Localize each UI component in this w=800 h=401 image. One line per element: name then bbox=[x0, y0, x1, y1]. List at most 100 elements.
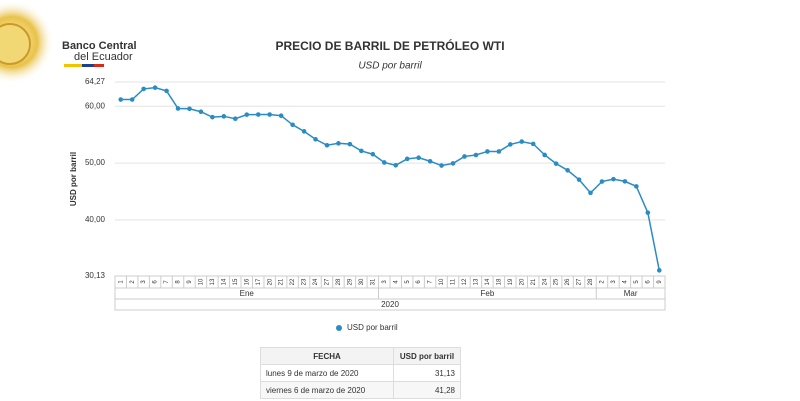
x-tick-label: 28 bbox=[336, 278, 342, 285]
year-label: 2020 bbox=[381, 300, 399, 309]
logo bbox=[0, 0, 104, 84]
x-tick-label: 18 bbox=[496, 278, 502, 285]
y-tick-label: 40,00 bbox=[85, 215, 106, 224]
x-tick-label: 26 bbox=[565, 278, 571, 285]
brand: Banco Central bbox=[62, 40, 137, 52]
data-point bbox=[450, 161, 456, 166]
data-point bbox=[301, 129, 307, 134]
legend-label: USD por barril bbox=[347, 323, 398, 332]
data-point bbox=[255, 112, 261, 117]
data-point bbox=[152, 85, 158, 90]
x-tick-label: 7 bbox=[164, 280, 170, 284]
data-point bbox=[129, 97, 135, 102]
x-tick-label: 10 bbox=[439, 278, 445, 285]
x-tick-label: 19 bbox=[508, 278, 514, 285]
data-point bbox=[370, 151, 376, 157]
x-tick-label: 8 bbox=[176, 280, 182, 284]
data-point bbox=[473, 152, 479, 158]
data-point bbox=[508, 142, 513, 147]
x-tick-label: 17 bbox=[256, 278, 262, 285]
x-tick-label: 2 bbox=[130, 280, 136, 284]
x-tick-label: 12 bbox=[462, 278, 468, 285]
data-point bbox=[634, 184, 639, 189]
x-tick-label: 22 bbox=[290, 278, 296, 285]
data-point bbox=[244, 112, 250, 117]
data-point bbox=[656, 268, 662, 273]
data-point bbox=[141, 86, 146, 92]
data-point bbox=[427, 158, 433, 164]
data-point bbox=[187, 106, 192, 112]
data-point bbox=[313, 136, 318, 142]
table-cell: lunes 9 de marzo de 2020 bbox=[260, 364, 394, 382]
data-point bbox=[462, 154, 467, 159]
data-point bbox=[576, 177, 582, 182]
data-point bbox=[519, 139, 525, 144]
data-point bbox=[611, 176, 616, 182]
data-point bbox=[588, 190, 593, 196]
y-tick-label: 64,27 bbox=[85, 77, 106, 86]
legend-marker bbox=[336, 325, 342, 331]
data-point bbox=[210, 114, 215, 120]
x-tick-label: 13 bbox=[210, 278, 216, 285]
x-tick-label: 3 bbox=[382, 280, 388, 284]
data-point bbox=[485, 149, 490, 154]
x-tick-label: 6 bbox=[153, 280, 159, 284]
data-point bbox=[198, 109, 204, 115]
y-tick-label: 30,13 bbox=[85, 271, 106, 280]
data-point bbox=[542, 152, 547, 158]
table-header: FECHA bbox=[260, 347, 394, 365]
data-point bbox=[336, 141, 341, 146]
chart-subtitle: USD por barril bbox=[358, 61, 422, 72]
data-point bbox=[359, 148, 364, 154]
data-point bbox=[324, 142, 330, 148]
x-tick-label: 14 bbox=[485, 278, 491, 285]
x-tick-label: 27 bbox=[325, 278, 331, 285]
x-tick-label: 20 bbox=[519, 278, 525, 285]
chart: Banco Central del Ecuador PRECIO DE BARR… bbox=[0, 0, 666, 332]
data-point bbox=[439, 163, 444, 168]
data-point bbox=[221, 114, 227, 119]
table-cell: 31,13 bbox=[393, 364, 461, 382]
data-point bbox=[347, 141, 353, 147]
data-point bbox=[496, 149, 502, 154]
month-label: Mar bbox=[624, 289, 638, 298]
x-tick-label: 1 bbox=[118, 280, 124, 284]
x-tick-label: 31 bbox=[370, 278, 376, 285]
brand: del Ecuador bbox=[74, 51, 133, 63]
x-tick-label: 27 bbox=[577, 278, 583, 285]
data-point bbox=[381, 160, 387, 165]
x-tick-label: 15 bbox=[233, 278, 239, 285]
x-tick-label: 5 bbox=[405, 280, 411, 284]
data-point bbox=[164, 88, 169, 94]
x-tick-label: 28 bbox=[588, 278, 594, 285]
x-tick-label: 4 bbox=[393, 280, 399, 284]
x-tick-label: 16 bbox=[244, 278, 250, 285]
table-cell: 41,28 bbox=[393, 381, 461, 399]
x-tick-label: 14 bbox=[221, 278, 227, 285]
x-tick-label: 7 bbox=[428, 280, 434, 284]
data-point bbox=[416, 155, 421, 160]
data-point bbox=[233, 116, 238, 122]
data-point bbox=[118, 97, 124, 102]
x-tick-label: 3 bbox=[611, 280, 617, 284]
x-tick-label: 2 bbox=[600, 280, 606, 284]
chart-title: PRECIO DE BARRIL DE PETRÓLEO WTI bbox=[275, 38, 504, 53]
data-point bbox=[645, 210, 651, 215]
month-label: Feb bbox=[480, 289, 494, 298]
x-tick-label: 30 bbox=[359, 278, 365, 285]
data-point bbox=[622, 179, 628, 184]
data-point bbox=[599, 179, 605, 184]
data-point bbox=[290, 122, 295, 128]
x-tick-label: 21 bbox=[531, 278, 537, 285]
x-tick-label: 11 bbox=[451, 278, 457, 285]
x-tick-label: 5 bbox=[634, 280, 640, 284]
y-tick-label: 60,00 bbox=[85, 101, 106, 110]
x-tick-label: 9 bbox=[187, 280, 193, 284]
month-label: Ene bbox=[240, 289, 255, 298]
data-point bbox=[404, 156, 410, 162]
x-tick-label: 24 bbox=[313, 278, 319, 285]
x-tick-label: 25 bbox=[554, 278, 560, 285]
x-tick-label: 23 bbox=[302, 278, 308, 285]
x-tick-label: 9 bbox=[657, 280, 663, 284]
x-tick-label: 3 bbox=[141, 280, 147, 284]
